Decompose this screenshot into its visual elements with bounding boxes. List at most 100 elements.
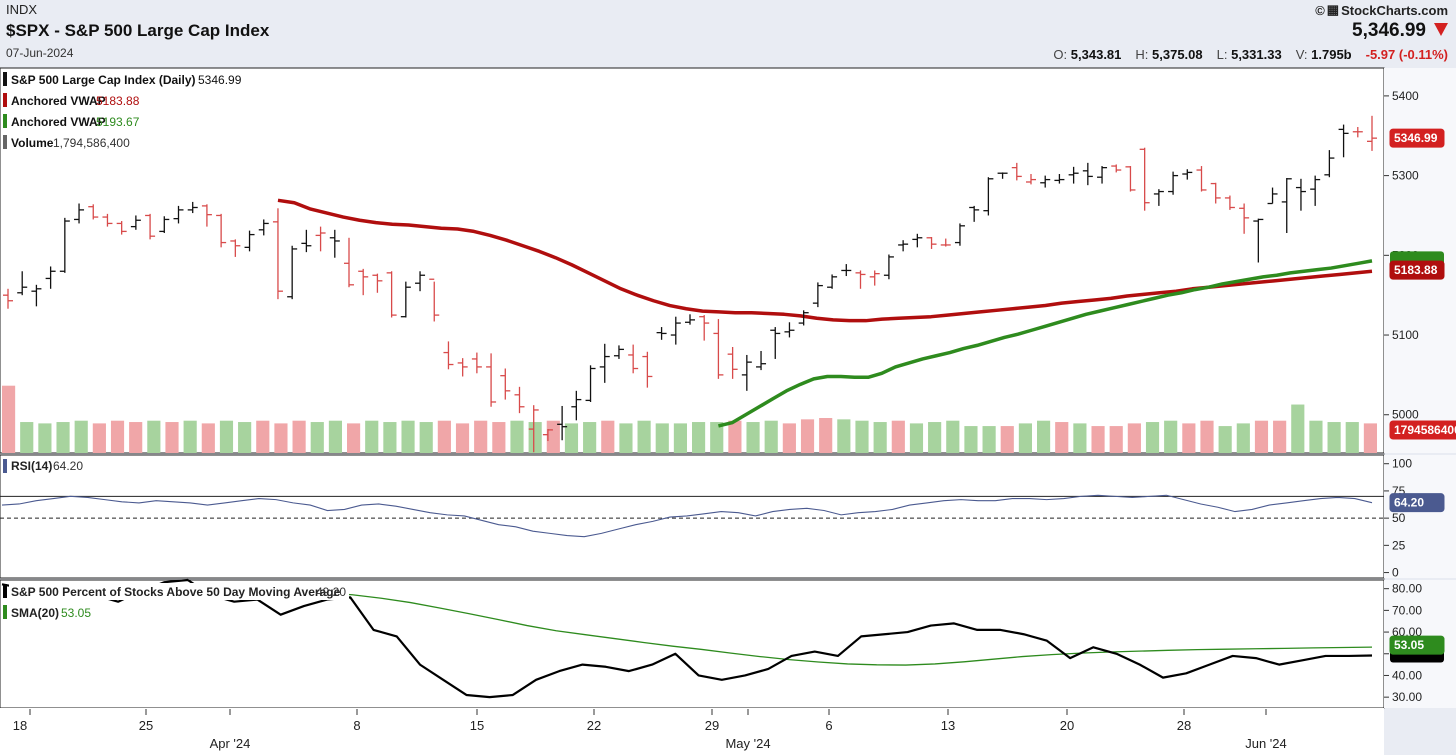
volume-bar	[1037, 420, 1051, 453]
volume-bar	[1345, 422, 1359, 453]
last-price: 5,346.99	[1352, 20, 1426, 41]
volume-bar	[1309, 420, 1323, 453]
volume-bar	[238, 422, 252, 453]
rsi-legend-value: 64.20	[53, 459, 83, 473]
volume-bar	[928, 422, 942, 453]
legend-swatch	[3, 93, 7, 107]
volume-bar	[1127, 423, 1141, 453]
volume-bar	[1018, 423, 1032, 453]
last-price-tag-box	[1389, 128, 1445, 148]
volume-bar	[673, 423, 687, 453]
volume-bar	[528, 422, 542, 453]
price-legend-value: 1,794,586,400	[53, 136, 130, 150]
volume-bar	[474, 420, 488, 453]
volume-bar	[219, 420, 234, 453]
price-legend-label: Volume	[11, 136, 54, 150]
volume-bar	[383, 422, 397, 453]
down-arrow-icon	[1434, 23, 1448, 36]
price-tick-label: 5100	[1392, 328, 1419, 342]
legend-bg	[9, 92, 143, 109]
price-tick-label: 5400	[1392, 89, 1419, 103]
volume-bar	[1091, 426, 1105, 453]
axis-bg-rsi	[1384, 455, 1456, 578]
breadth-tick-label: 60.00	[1392, 625, 1422, 639]
volume-bar	[1000, 426, 1014, 453]
price-tick-label: 5000	[1392, 408, 1419, 422]
volume-bar	[365, 420, 379, 453]
breadth-legend-value: 53.05	[61, 606, 91, 620]
volume-bar	[292, 420, 306, 453]
breadth-legend-label: S&P 500 Percent of Stocks Above 50 Day M…	[11, 585, 341, 599]
volume-bar	[564, 423, 579, 453]
volume-bar	[583, 422, 597, 453]
breadth-line	[1, 578, 1373, 699]
volume-bar	[637, 420, 651, 453]
volume-bar	[873, 422, 887, 453]
x-day-label: 6	[825, 718, 832, 733]
legend-bg	[9, 134, 137, 151]
volume-bar	[1363, 423, 1377, 453]
open-value: O: 5,343.81	[1053, 47, 1122, 62]
volume-bar	[401, 420, 415, 453]
volume-bar	[1073, 423, 1087, 453]
volume-bar	[92, 423, 106, 453]
price-legend-value: 5183.88	[96, 94, 140, 108]
volume-bar	[819, 418, 833, 453]
volume-bar	[110, 420, 125, 453]
x-day-label: 8	[353, 718, 360, 733]
chart-date: 07-Jun-2024	[6, 46, 74, 60]
brand-link[interactable]: © ▦ StockCharts.com	[1315, 2, 1448, 18]
volume-bar	[710, 422, 724, 453]
volume-bar	[183, 420, 197, 453]
volume-bar	[328, 420, 342, 453]
brand-name: StockCharts.com	[1341, 2, 1448, 18]
volume-bar	[274, 423, 288, 453]
volume-bar	[310, 422, 324, 453]
copyright-icon: ©	[1315, 2, 1325, 18]
panel-rsi	[0, 454, 1385, 579]
volume-bar	[800, 419, 815, 453]
last-price-tag: 5346.99	[1389, 128, 1445, 148]
rsi-tick-label: 100	[1392, 457, 1412, 471]
price-tick-label: 5300	[1392, 169, 1419, 183]
legend-swatch	[3, 114, 7, 128]
volume-bar	[982, 426, 996, 453]
volume-bar	[201, 423, 215, 453]
volume-bar	[728, 420, 742, 453]
anchored-vwap-green-line	[718, 259, 1373, 428]
change-value: -5.97 (-0.11%)	[1365, 47, 1448, 62]
x-day-label: 25	[139, 718, 153, 733]
price-legend-value: 5346.99	[198, 73, 242, 87]
price-legend-label: Anchored VWAP	[11, 94, 106, 108]
exchange-label: INDX	[6, 2, 38, 17]
price-legend-label: Anchored VWAP	[11, 115, 106, 129]
volume-bar	[655, 423, 669, 453]
volume-bar	[437, 420, 451, 453]
brand-logo-icon: ▦	[1326, 2, 1340, 17]
ohlc-bar: O: 5,343.81 H: 5,375.08 L: 5,331.33 V: 1…	[1053, 47, 1448, 62]
volume-bar	[1291, 404, 1305, 453]
x-day-label: 18	[13, 718, 27, 733]
sma-value-tag: 53.05	[1389, 635, 1445, 655]
volume-bar	[855, 420, 869, 453]
volume-bar	[764, 420, 778, 453]
price-legend-label: S&P 500 Large Cap Index (Daily)	[11, 73, 196, 87]
volume-bar	[1236, 423, 1250, 453]
volume-bar	[692, 422, 706, 453]
volume-bar	[38, 423, 52, 453]
volume-bar	[1273, 420, 1287, 453]
sma-value-tag-box	[1389, 635, 1445, 655]
volume-bar	[256, 420, 270, 453]
volume-bar	[2, 385, 16, 453]
vwap-red-tag-text: 5183.88	[1394, 263, 1438, 277]
volume-bar	[964, 426, 978, 453]
volume-bar	[782, 423, 796, 453]
volume-bar	[746, 422, 760, 453]
volume-bar	[619, 423, 633, 453]
price-legend-value: 5193.67	[96, 115, 140, 129]
x-day-label: 15	[470, 718, 484, 733]
rsi-legend-label: RSI(14)	[11, 459, 52, 473]
rsi-value-tag-text: 64.20	[1394, 496, 1424, 510]
breadth-legend-value: 49.20	[316, 585, 346, 599]
